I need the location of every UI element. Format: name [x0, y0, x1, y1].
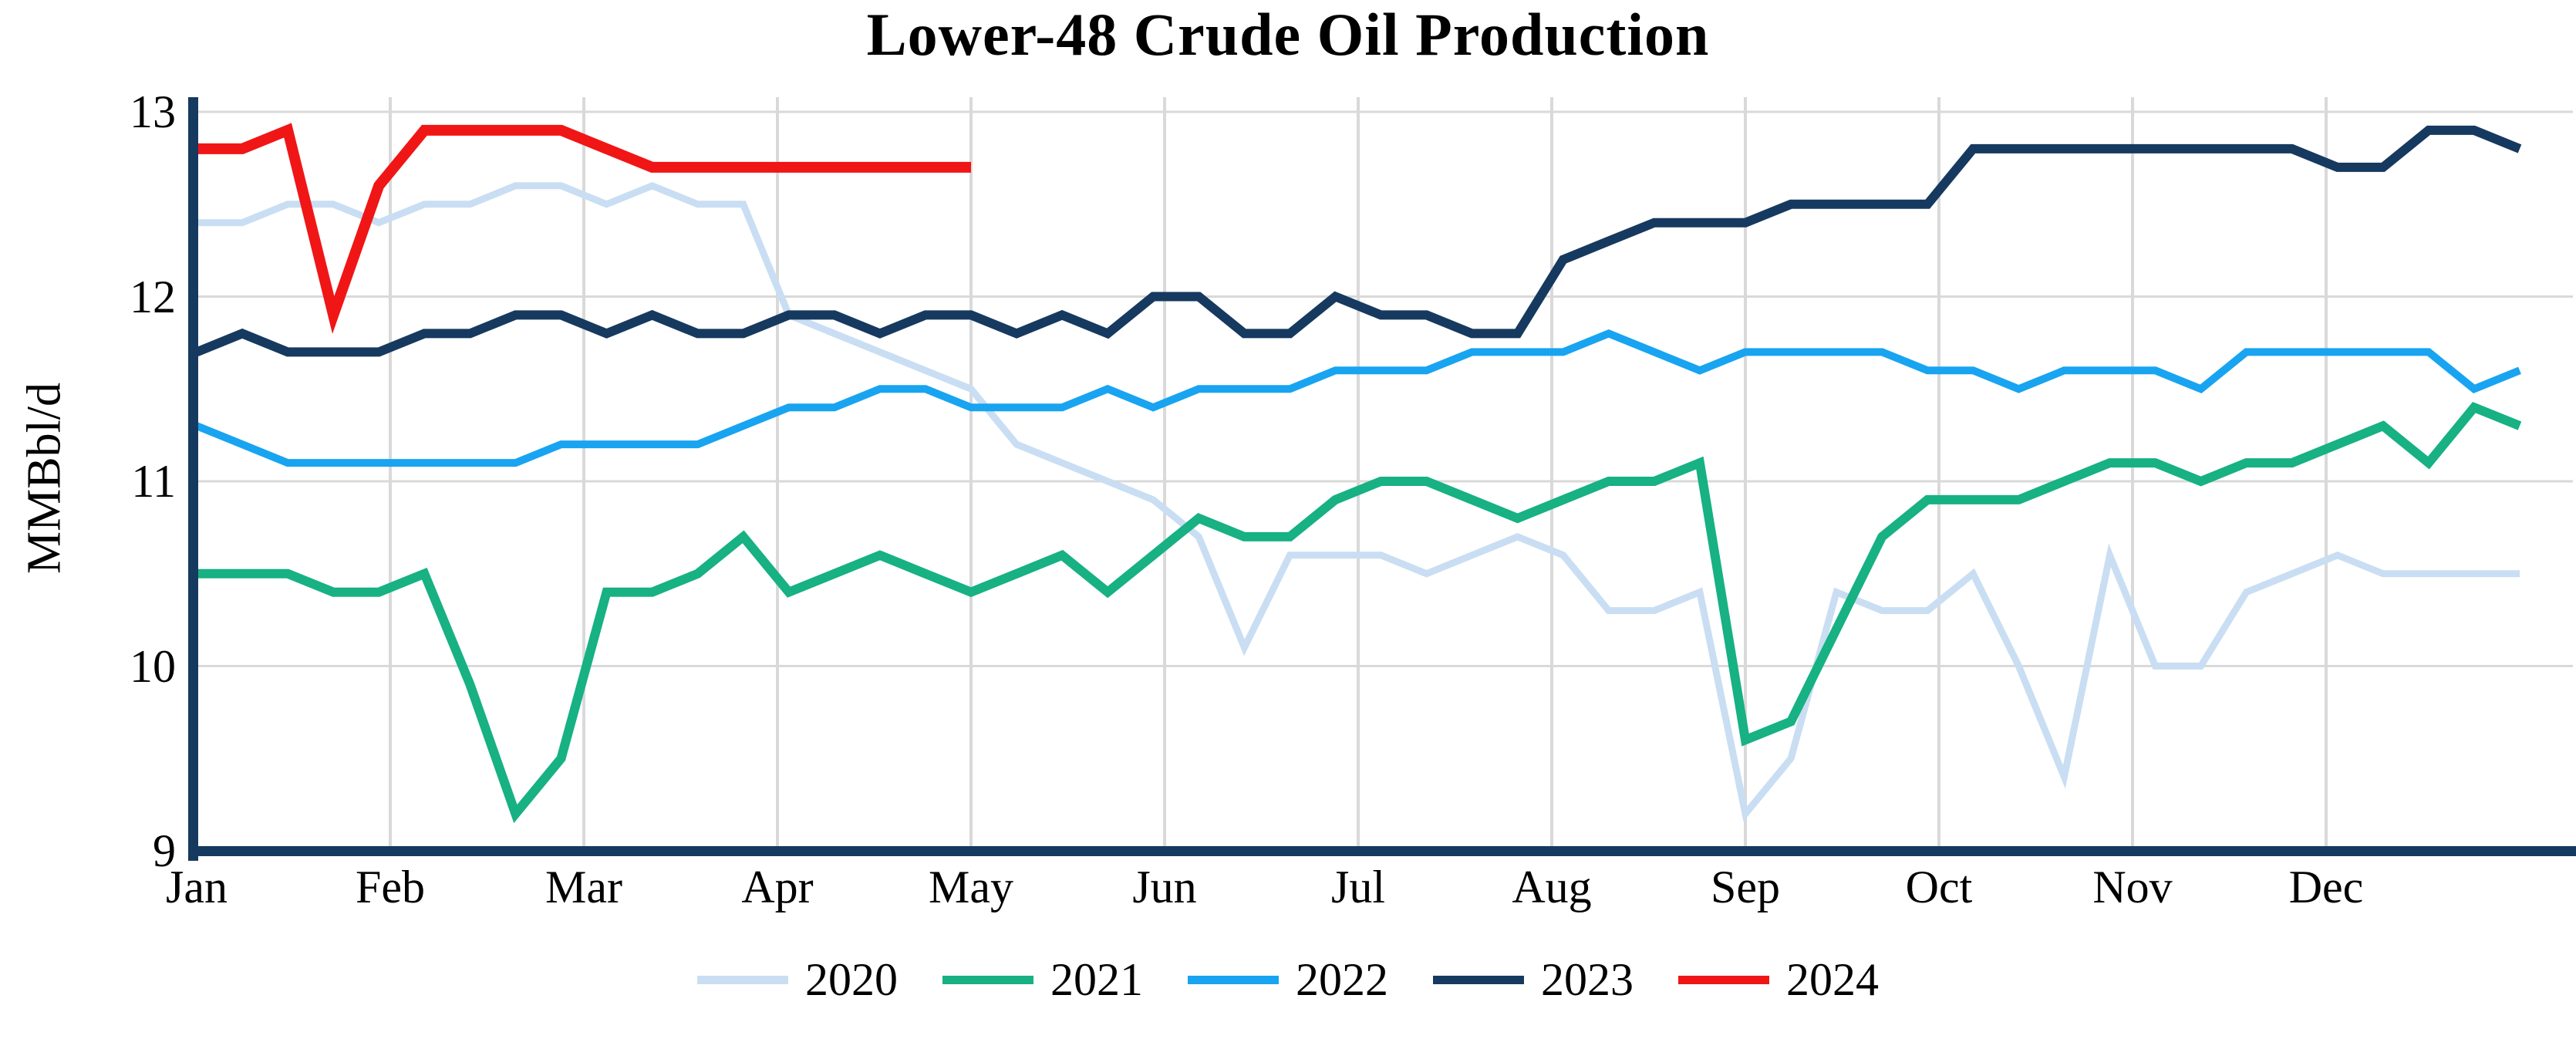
legend-item-2023: 2023	[1433, 953, 1634, 1007]
y-tick-label-11: 11	[131, 456, 176, 507]
y-tick-label-10: 10	[130, 640, 176, 692]
y-tick-label-13: 13	[130, 86, 176, 137]
legend-swatch-2020	[697, 976, 788, 984]
x-axis-spine	[188, 846, 2576, 856]
x-tick-label-mar: Mar	[545, 862, 622, 912]
series-line-2021	[197, 401, 2522, 824]
legend-item-2022: 2022	[1188, 953, 1388, 1007]
series-line-2020	[197, 181, 2520, 822]
x-tick-label-nov: Nov	[2092, 862, 2173, 912]
legend-item-2024: 2024	[1678, 953, 1879, 1007]
series-line-2022	[195, 329, 2521, 467]
legend-label-2024: 2024	[1786, 954, 1879, 1005]
x-tick-label-jun: Jun	[1132, 862, 1197, 912]
x-tick-label-feb: Feb	[356, 862, 425, 912]
legend-label-2020: 2020	[805, 954, 898, 1005]
legend-swatch-2024	[1678, 976, 1769, 984]
legend-label-2021: 2021	[1050, 954, 1143, 1005]
x-tick-label-oct: Oct	[1905, 862, 1973, 912]
x-tick-label-dec: Dec	[2288, 862, 2364, 912]
x-tick-label-may: May	[929, 862, 1013, 912]
y-axis-spine	[188, 97, 198, 861]
y-tick-label-9: 9	[153, 825, 176, 876]
y-tick-label-12: 12	[130, 271, 176, 322]
x-tick-label-sep: Sep	[1711, 862, 1780, 912]
x-tick-label-apr: Apr	[741, 862, 814, 912]
legend: 2020 2021 2022 2023 2024	[0, 953, 2576, 1007]
legend-item-2021: 2021	[942, 953, 1143, 1007]
series-line-2023	[194, 125, 2522, 357]
legend-swatch-2023	[1433, 976, 1524, 984]
x-tick-label-aug: Aug	[1512, 862, 1592, 912]
legend-label-2023: 2023	[1541, 954, 1634, 1005]
series-line-2024	[197, 123, 971, 334]
legend-swatch-2022	[1188, 976, 1279, 984]
x-tick-label-jan: Jan	[166, 862, 228, 912]
legend-label-2022: 2022	[1296, 954, 1388, 1005]
x-tick-label-jul: Jul	[1330, 862, 1386, 912]
legend-swatch-2021	[942, 976, 1033, 984]
chart-title: Lower-48 Crude Oil Production	[866, 1, 1710, 68]
legend-item-2020: 2020	[697, 953, 898, 1007]
